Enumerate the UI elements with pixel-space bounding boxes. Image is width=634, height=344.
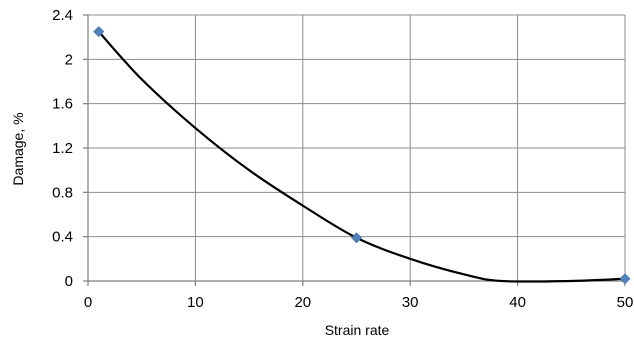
y-tick-label: 0.8	[52, 184, 73, 201]
y-tick-label: 0	[65, 273, 73, 290]
data-points	[93, 26, 631, 285]
x-axis-title: Strain rate	[325, 322, 390, 338]
x-tick-label: 0	[84, 294, 92, 311]
x-tick-label: 30	[402, 294, 419, 311]
x-tick-label: 20	[294, 294, 311, 311]
y-tick-label: 1.6	[52, 96, 73, 113]
grid	[88, 14, 626, 281]
data-point-marker	[619, 273, 631, 285]
x-tick-label: 10	[187, 294, 204, 311]
trend-curve	[97, 30, 626, 283]
axes	[83, 14, 626, 286]
data-point-marker	[351, 232, 362, 244]
y-tick-label: 2.4	[52, 7, 73, 24]
y-tick-label: 2	[65, 51, 73, 68]
x-tick-labels: 0 10 20 30 40 50	[84, 294, 634, 311]
y-tick-labels: 0 0.4 0.8 1.2 1.6 2 2.4	[52, 7, 73, 290]
damage-trend-line	[97, 30, 626, 283]
x-tick-label: 40	[509, 294, 526, 311]
y-tick-label: 1.2	[52, 140, 73, 157]
y-axis-title: Damage, %	[10, 112, 26, 185]
data-point-marker	[93, 26, 105, 38]
y-tick-label: 0.4	[52, 229, 73, 246]
x-tick-label: 50	[617, 294, 634, 311]
